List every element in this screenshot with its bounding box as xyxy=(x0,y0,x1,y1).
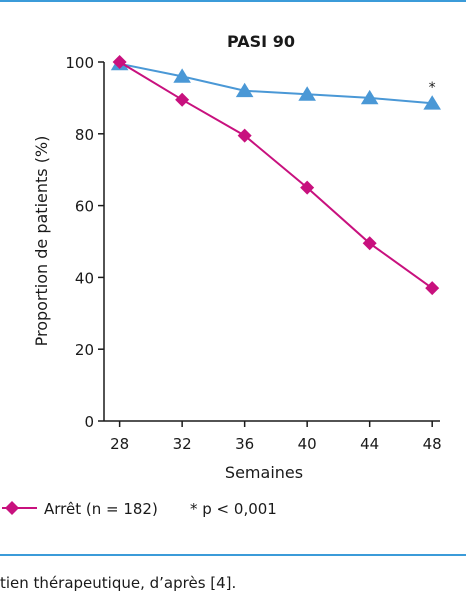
y-tick-label: 40 xyxy=(75,269,94,287)
x-tick-label: 48 xyxy=(423,435,442,453)
legend-marker-arret xyxy=(5,501,19,515)
y-tick-label: 100 xyxy=(65,54,94,72)
y-tick-label: 60 xyxy=(75,198,94,216)
data-point xyxy=(300,180,315,195)
chart-legend: Arrêt (n = 182) * p < 0,001 xyxy=(2,500,277,518)
figure-caption: tien thérapeutique, d’après [4]. xyxy=(0,574,237,592)
bottom-rule xyxy=(0,554,466,556)
y-tick-label: 20 xyxy=(75,341,94,359)
data-point xyxy=(362,236,377,251)
data-point xyxy=(175,92,190,107)
y-tick-label: 80 xyxy=(75,126,94,144)
chart-series: * xyxy=(110,55,441,296)
top-rule xyxy=(0,0,466,2)
y-tick-label: 0 xyxy=(84,413,94,431)
chart-title: PASI 90 xyxy=(227,32,295,51)
legend-label-arret: Arrêt (n = 182) xyxy=(44,500,158,518)
data-point xyxy=(112,55,127,69)
x-tick-label: 40 xyxy=(298,435,317,453)
data-point xyxy=(298,86,316,101)
y-axis-label: Proportion de patients (%) xyxy=(32,136,51,347)
series-line-maintien xyxy=(119,62,433,105)
legend-significance-note: * p < 0,001 xyxy=(190,500,277,518)
x-tick-label: 32 xyxy=(173,435,192,453)
data-point xyxy=(423,95,441,110)
series-line-arret xyxy=(119,61,433,289)
data-point xyxy=(235,82,254,98)
chart-axes: 0 20 40 60 80 100 28 32 36 40 44 48 xyxy=(65,54,441,453)
data-point xyxy=(237,128,252,143)
x-tick-label: 36 xyxy=(235,435,254,453)
x-tick-label: 44 xyxy=(360,435,379,453)
data-point xyxy=(360,89,379,105)
significance-annotation: * xyxy=(429,80,436,96)
x-tick-label: 28 xyxy=(110,435,129,453)
x-axis-label: Semaines xyxy=(225,463,303,482)
data-point xyxy=(173,68,191,83)
data-point xyxy=(425,281,440,296)
